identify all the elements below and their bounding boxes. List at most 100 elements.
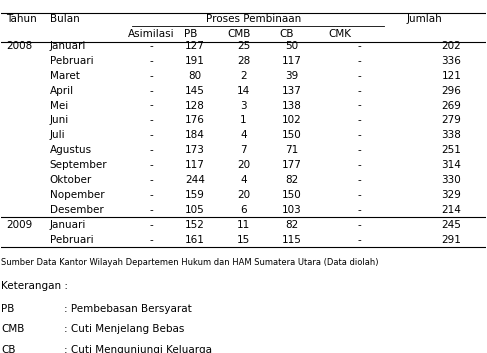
Text: 150: 150 — [282, 190, 302, 200]
Text: 117: 117 — [185, 160, 205, 170]
Text: -: - — [150, 115, 153, 125]
Text: Tahun: Tahun — [6, 14, 37, 24]
Text: PB: PB — [1, 304, 15, 315]
Text: 103: 103 — [282, 205, 302, 215]
Text: -: - — [150, 145, 153, 155]
Text: 137: 137 — [282, 86, 302, 96]
Text: 25: 25 — [237, 41, 250, 51]
Text: 245: 245 — [441, 220, 461, 230]
Text: 102: 102 — [282, 115, 302, 125]
Text: 214: 214 — [441, 205, 461, 215]
Text: CB: CB — [280, 29, 294, 40]
Text: 329: 329 — [441, 190, 461, 200]
Text: CB: CB — [1, 345, 16, 353]
Text: 336: 336 — [441, 56, 461, 66]
Text: 251: 251 — [441, 145, 461, 155]
Text: 20: 20 — [237, 160, 250, 170]
Text: 3: 3 — [240, 101, 247, 110]
Text: -: - — [358, 101, 361, 110]
Text: : Pembebasan Bersyarat: : Pembebasan Bersyarat — [64, 304, 192, 315]
Text: -: - — [358, 41, 361, 51]
Text: 176: 176 — [185, 115, 205, 125]
Text: 138: 138 — [282, 101, 302, 110]
Text: -: - — [150, 101, 153, 110]
Text: Maret: Maret — [50, 71, 80, 81]
Text: 173: 173 — [185, 145, 205, 155]
Text: 82: 82 — [285, 175, 299, 185]
Text: -: - — [150, 71, 153, 81]
Text: April: April — [50, 86, 74, 96]
Text: Nopember: Nopember — [50, 190, 104, 200]
Text: Juli: Juli — [50, 130, 65, 140]
Text: 2009: 2009 — [6, 220, 33, 230]
Text: -: - — [358, 86, 361, 96]
Text: -: - — [358, 71, 361, 81]
Text: Bulan: Bulan — [50, 14, 79, 24]
Text: -: - — [150, 41, 153, 51]
Text: 117: 117 — [282, 56, 302, 66]
Text: Asimilasi: Asimilasi — [128, 29, 175, 40]
Text: CMB: CMB — [227, 29, 250, 40]
Text: 15: 15 — [237, 235, 250, 245]
Text: 244: 244 — [185, 175, 205, 185]
Text: 296: 296 — [441, 86, 461, 96]
Text: 127: 127 — [185, 41, 205, 51]
Text: Oktober: Oktober — [50, 175, 92, 185]
Text: : Cuti Mengunjungi Keluarga: : Cuti Mengunjungi Keluarga — [64, 345, 212, 353]
Text: -: - — [150, 190, 153, 200]
Text: -: - — [358, 205, 361, 215]
Text: 82: 82 — [285, 220, 299, 230]
Text: -: - — [150, 175, 153, 185]
Text: 177: 177 — [282, 160, 302, 170]
Text: -: - — [150, 220, 153, 230]
Text: 145: 145 — [185, 86, 205, 96]
Text: -: - — [150, 205, 153, 215]
Text: CMK: CMK — [329, 29, 352, 40]
Text: Juni: Juni — [50, 115, 69, 125]
Text: -: - — [150, 86, 153, 96]
Text: 291: 291 — [441, 235, 461, 245]
Text: 269: 269 — [441, 101, 461, 110]
Text: 50: 50 — [285, 41, 299, 51]
Text: Mei: Mei — [50, 101, 68, 110]
Text: 71: 71 — [285, 145, 299, 155]
Text: 121: 121 — [441, 71, 461, 81]
Text: -: - — [358, 145, 361, 155]
Text: -: - — [358, 220, 361, 230]
Text: 14: 14 — [237, 86, 250, 96]
Text: 105: 105 — [185, 205, 205, 215]
Text: -: - — [150, 56, 153, 66]
Text: Pebruari: Pebruari — [50, 235, 94, 245]
Text: -: - — [358, 190, 361, 200]
Text: 128: 128 — [185, 101, 205, 110]
Text: -: - — [358, 115, 361, 125]
Text: Sumber Data Kantor Wilayah Departemen Hukum dan HAM Sumatera Utara (Data diolah): Sumber Data Kantor Wilayah Departemen Hu… — [1, 258, 379, 268]
Text: -: - — [150, 130, 153, 140]
Text: Keterangan :: Keterangan : — [1, 281, 68, 292]
Text: 39: 39 — [285, 71, 299, 81]
Text: -: - — [358, 235, 361, 245]
Text: Proses Pembinaan: Proses Pembinaan — [206, 14, 301, 24]
Text: 6: 6 — [240, 205, 247, 215]
Text: September: September — [50, 160, 108, 170]
Text: 4: 4 — [240, 130, 247, 140]
Text: -: - — [358, 56, 361, 66]
Text: : Cuti Menjelang Bebas: : Cuti Menjelang Bebas — [64, 324, 185, 335]
Text: 159: 159 — [185, 190, 205, 200]
Text: Jumlah: Jumlah — [406, 14, 442, 24]
Text: Desember: Desember — [50, 205, 104, 215]
Text: Januari: Januari — [50, 41, 86, 51]
Text: 152: 152 — [185, 220, 205, 230]
Text: -: - — [150, 235, 153, 245]
Text: 191: 191 — [185, 56, 205, 66]
Text: 28: 28 — [237, 56, 250, 66]
Text: 2008: 2008 — [6, 41, 33, 51]
Text: 2: 2 — [240, 71, 247, 81]
Text: PB: PB — [184, 29, 197, 40]
Text: 80: 80 — [188, 71, 202, 81]
Text: 184: 184 — [185, 130, 205, 140]
Text: 7: 7 — [240, 145, 247, 155]
Text: 161: 161 — [185, 235, 205, 245]
Text: Januari: Januari — [50, 220, 86, 230]
Text: 330: 330 — [442, 175, 461, 185]
